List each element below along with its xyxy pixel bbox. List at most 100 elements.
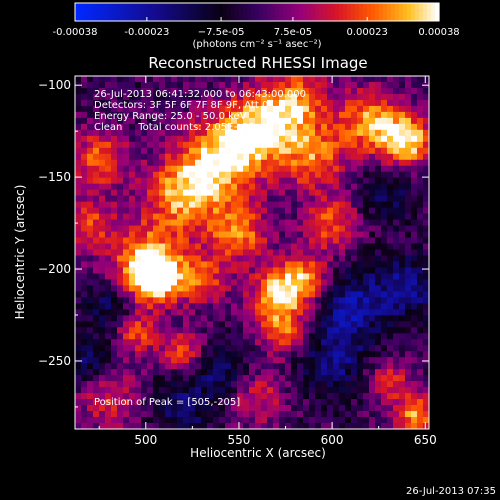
heatmap-cell <box>141 159 148 167</box>
heatmap-cell <box>339 315 346 322</box>
heatmap-cell <box>249 207 256 215</box>
heatmap-cell <box>153 345 160 352</box>
heatmap-cell <box>237 393 244 400</box>
heatmap-cell <box>189 153 196 161</box>
heatmap-cell <box>219 285 226 292</box>
colorbar-segment <box>431 3 436 21</box>
heatmap-cell <box>315 207 322 215</box>
heatmap-cell <box>225 267 232 274</box>
heatmap-cell <box>207 219 214 227</box>
heatmap-cell <box>405 93 412 101</box>
colorbar-segment <box>407 3 412 21</box>
heatmap-cell <box>123 357 130 364</box>
heatmap-cell <box>93 261 100 268</box>
heatmap-cell <box>321 123 328 131</box>
heatmap-cell <box>291 273 298 280</box>
heatmap-cell <box>381 261 388 268</box>
heatmap-cell <box>81 351 88 358</box>
heatmap-cell <box>237 129 244 137</box>
heatmap-cell <box>147 231 154 239</box>
heatmap-cell <box>195 111 202 119</box>
heatmap-cell <box>111 93 118 101</box>
heatmap-cell <box>279 381 286 388</box>
heatmap-cell <box>321 177 328 185</box>
heatmap-cell <box>375 81 382 89</box>
heatmap-cell <box>231 255 238 262</box>
colorbar-segment <box>271 3 276 21</box>
heatmap-cell <box>75 165 82 173</box>
heatmap-cell <box>423 255 430 262</box>
heatmap-cell <box>393 285 400 292</box>
heatmap-cell <box>303 183 310 191</box>
heatmap-cell <box>135 141 142 149</box>
heatmap-cell <box>291 87 298 95</box>
heatmap-cell <box>345 291 352 298</box>
heatmap-cell <box>279 411 286 418</box>
heatmap-cell <box>399 339 406 346</box>
heatmap-cell <box>117 177 124 185</box>
heatmap-cell <box>93 219 100 227</box>
heatmap-cell <box>363 159 370 167</box>
heatmap-cell <box>123 345 130 352</box>
heatmap-cell <box>213 165 220 173</box>
heatmap-cell <box>75 261 82 268</box>
heatmap-cell <box>141 423 148 430</box>
heatmap-cell <box>315 279 322 286</box>
colorbar-segment <box>171 3 176 21</box>
heatmap-cell <box>159 273 166 280</box>
heatmap-cell <box>111 195 118 203</box>
heatmap-cell <box>105 255 112 262</box>
heatmap-cell <box>357 261 364 268</box>
heatmap-cell <box>417 381 424 388</box>
heatmap-cell <box>333 351 340 358</box>
heatmap-cell <box>219 405 226 412</box>
heatmap-cell <box>393 76 400 83</box>
colorbar-segment <box>343 3 348 21</box>
heatmap-cell <box>195 153 202 161</box>
heatmap-cell <box>297 339 304 346</box>
heatmap-cell <box>405 279 412 286</box>
heatmap-cell <box>351 201 358 209</box>
heatmap-cell <box>285 393 292 400</box>
heatmap-cell <box>369 291 376 298</box>
heatmap-cell <box>399 423 406 430</box>
heatmap-cell <box>225 339 232 346</box>
heatmap-cell <box>291 381 298 388</box>
heatmap-cell <box>297 105 304 113</box>
heatmap-cell <box>309 351 316 358</box>
heatmap-cell <box>363 213 370 221</box>
heatmap-cell <box>381 183 388 191</box>
heatmap-cell <box>237 327 244 334</box>
heatmap-cell <box>117 411 124 418</box>
heatmap-cell <box>129 159 136 167</box>
heatmap-cell <box>231 129 238 137</box>
heatmap-cell <box>363 243 370 251</box>
y-tick-label: −200 <box>38 262 71 276</box>
heatmap-cell <box>207 237 214 245</box>
heatmap-cell <box>297 99 304 107</box>
heatmap-cell <box>273 399 280 406</box>
heatmap-cell <box>291 201 298 209</box>
heatmap-cell <box>255 417 262 424</box>
heatmap-cell <box>297 159 304 167</box>
heatmap-cell <box>135 225 142 233</box>
heatmap-cell <box>303 81 310 89</box>
heatmap-cell <box>261 417 268 424</box>
heatmap-cell <box>75 357 82 364</box>
heatmap-cell <box>189 99 196 107</box>
heatmap-cell <box>387 411 394 418</box>
heatmap-cell <box>303 225 310 233</box>
heatmap-cell <box>123 267 130 274</box>
heatmap-cell <box>345 117 352 125</box>
heatmap-cell <box>273 273 280 280</box>
heatmap-cell <box>327 417 334 424</box>
heatmap-cell <box>315 405 322 412</box>
heatmap-cell <box>219 321 226 328</box>
heatmap-cell <box>309 321 316 328</box>
heatmap-cell <box>399 207 406 215</box>
heatmap-cell <box>213 135 220 143</box>
heatmap-cell <box>129 147 136 155</box>
heatmap-cell <box>99 135 106 143</box>
heatmap-cell <box>309 207 316 215</box>
heatmap-cell <box>399 417 406 424</box>
